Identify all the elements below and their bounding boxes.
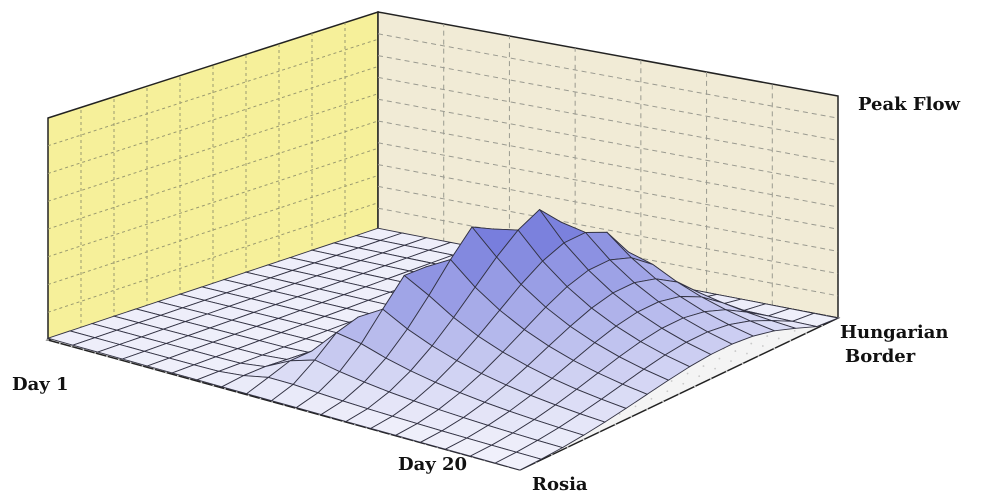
hungarian-border-label: Hungarian [840,322,949,343]
grid-line [47,93,379,202]
floor-dot [141,365,144,367]
grid-line [377,55,839,141]
grid-line [47,202,379,313]
floor-dot [94,352,97,354]
floor-dot [82,348,85,351]
floor-dot [766,335,769,337]
floor-dot [582,438,585,441]
floor-dot [153,368,156,371]
floor-dot [70,345,73,348]
floor-dot [200,381,203,384]
rosia-label: Rosia [532,474,588,491]
floor-dot [678,393,680,395]
floor-dot [188,378,191,380]
floor-dot [634,405,637,408]
floor-dot [47,339,49,341]
floor-dot [618,413,621,415]
floor-dot [614,423,617,426]
floor-dot [805,332,808,335]
floor-dot [702,365,705,367]
floor-dot [598,431,601,433]
floor-dot [773,347,776,350]
floor-dot [670,380,673,382]
floor-dot [709,377,712,380]
floor-dot [224,387,226,390]
floor-dot [165,371,167,374]
floor-dot [730,360,732,362]
floor-dot [686,372,689,375]
floor-dot [666,390,669,393]
surface-mesh [46,208,840,471]
floor-dot [566,446,569,449]
floor-dot [698,375,701,378]
floor-dot [741,362,744,365]
grid-line [47,38,379,147]
grid-line [377,33,839,119]
floor-dot [176,374,179,377]
grid-line [377,76,839,164]
floor-dot [550,453,553,456]
left-wall-grid [47,22,379,329]
peak-flow-label: Peak Flow [858,94,961,115]
border-label-line2: Border [845,346,916,367]
floor-dot [746,352,748,355]
floor-dot [757,355,760,357]
floor-dot [777,337,780,340]
floor-dot [725,370,728,373]
floor-dot [821,324,823,327]
floor-dot [106,355,108,358]
floor-dot [734,350,737,352]
floor-dot [718,357,721,360]
grid-line [47,147,379,258]
grid-line [377,142,839,230]
floor-dot [694,385,696,388]
grid-line [377,98,839,186]
floor-dot [662,400,664,403]
back-wall-grid [377,24,839,306]
floor-dot [650,397,653,400]
floor-dot [789,339,792,342]
floor-dot [714,367,716,370]
floor-dot [212,384,215,387]
grid-line [47,175,379,285]
floor-dot [750,342,753,345]
floor-dot [761,345,764,347]
grid-line [377,185,839,275]
grid-line [47,120,379,230]
floor-dot [129,361,132,364]
floor-dot [646,408,649,411]
grid-line [377,164,839,252]
floor-dot [682,382,685,385]
day-20-label: Day 20 [398,454,467,475]
floor-dot [630,415,633,418]
floor-dot [117,358,120,361]
floor-dot [793,329,796,332]
surface-cell [493,451,543,471]
floor-dot [235,391,238,393]
grid-line [47,66,379,174]
grid-line [377,120,839,208]
floor-dot [58,342,61,345]
day-1-label: Day 1 [12,374,69,395]
